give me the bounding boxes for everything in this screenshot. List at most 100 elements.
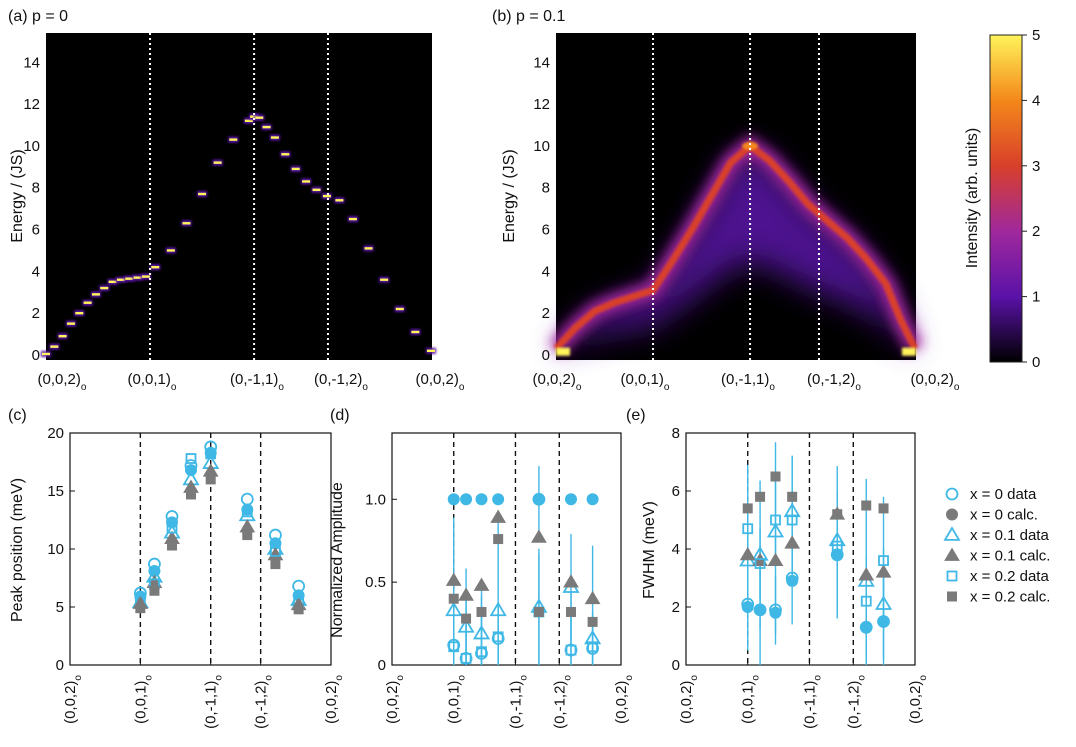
- data-point-circle: [741, 601, 754, 613]
- data-point-circle: [475, 493, 488, 506]
- data-point-circle: [166, 516, 179, 529]
- data-point-square: [832, 509, 843, 520]
- y-tick-label: 8: [542, 180, 550, 197]
- path-label: (0,0,2)o: [416, 371, 465, 393]
- x-tick-label: (0,0,2)o: [323, 675, 345, 724]
- data-point-square: [533, 606, 544, 617]
- data-point-triangle: [457, 618, 475, 633]
- panel-e-label: (e): [626, 407, 646, 424]
- y-tick-label: 4: [672, 541, 680, 558]
- data-point-square: [878, 503, 889, 514]
- dispersion-segment: [380, 278, 389, 281]
- dispersion-segment: [411, 330, 420, 334]
- data-point-circle: [532, 493, 545, 506]
- y-tick-label: 0: [378, 657, 386, 674]
- data-point-triangle: [445, 601, 463, 617]
- data-point-triangle: [472, 624, 491, 640]
- data-point-triangle: [766, 522, 785, 538]
- y-tick-label: 5: [56, 599, 64, 616]
- data-point-triangle: [489, 601, 507, 617]
- panel-e-y-label: FWHM (meV): [641, 501, 658, 599]
- data-point-square: [755, 491, 766, 502]
- x-tick-label: (0,0,2)o: [613, 675, 635, 724]
- panel-b-y-axis: 0 2 4 6 8 10 12 14: [533, 54, 550, 364]
- data-point-square: [242, 530, 253, 541]
- y-tick-label: 12: [23, 96, 40, 113]
- colorbar-tick-label: 5: [1032, 27, 1040, 44]
- dispersion-segment: [83, 301, 92, 304]
- legend-entry-label: x = 0.1 calc.: [970, 548, 1050, 565]
- data-point-circle: [459, 651, 473, 665]
- data-point-triangle: [784, 535, 801, 549]
- panel-a-y-axis: 0 2 4 6 8 10 12 14: [23, 54, 40, 364]
- data-point-square: [946, 570, 958, 582]
- data-point-square: [270, 559, 281, 570]
- data-point-square: [742, 523, 754, 535]
- y-tick-label: 10: [47, 541, 64, 558]
- colorbar-tick-label: 1: [1032, 289, 1040, 306]
- data-point-circle: [492, 493, 505, 506]
- data-point-square: [476, 646, 487, 658]
- y-tick-label: 0.5: [365, 574, 386, 591]
- data-point-circle: [565, 493, 578, 506]
- colorbar: 0 1 2 3 4 5 Intensity (arb. units): [964, 27, 1040, 371]
- path-label: (0,0,2)o: [533, 371, 582, 393]
- x-tick-label: (0,-1,1)o: [801, 675, 823, 729]
- y-tick-label: 0: [672, 657, 680, 674]
- data-point-square: [861, 500, 872, 511]
- dispersion-segment: [281, 153, 290, 156]
- y-tick-label: 14: [23, 54, 40, 71]
- dispersion-segment: [116, 278, 125, 281]
- panel-b-y-label: Energy / (JS): [501, 149, 518, 242]
- data-point-circle: [460, 493, 473, 506]
- data-point-circle: [877, 615, 890, 628]
- data-point-circle: [754, 603, 767, 616]
- data-point-square: [565, 644, 577, 656]
- x-tick-label: (0,0,1)o: [132, 675, 154, 724]
- y-tick-label: 6: [672, 483, 680, 500]
- y-tick-label: 6: [32, 222, 40, 239]
- data-point-square: [241, 506, 253, 518]
- dispersion-segment: [50, 345, 59, 348]
- x-tick-label: (0,-1,2)o: [845, 675, 867, 729]
- elastic-peak-left: [556, 347, 570, 356]
- data-point-square: [461, 613, 472, 624]
- data-point-square: [878, 555, 889, 566]
- y-tick-label: 14: [533, 54, 550, 71]
- panel-d-y-label: Normalized Amplitude: [329, 482, 346, 638]
- legend: x = 0 data x = 0 calc. x = 0.1 data x = 0.1…: [943, 486, 1050, 606]
- data-point-triangle: [445, 572, 462, 586]
- plot-frame: [69, 432, 332, 666]
- data-point-square: [947, 591, 957, 602]
- dispersion-segment: [58, 334, 67, 338]
- dispersion-segment: [166, 249, 175, 252]
- panel-a-dispersion: [41, 113, 436, 357]
- y-tick-label: 2: [32, 305, 40, 322]
- data-point-square: [770, 514, 781, 526]
- y-tick-label: 4: [32, 263, 40, 280]
- dispersion-segment: [322, 194, 331, 198]
- legend-entry-label: x = 0 calc.: [970, 507, 1038, 524]
- dispersion-segment: [198, 192, 207, 196]
- y-tick-label: 8: [672, 425, 680, 442]
- colorbar-tick-label: 3: [1032, 158, 1040, 175]
- plot-frame: [685, 432, 916, 666]
- panel-a-y-label: Energy / (JS): [9, 149, 26, 242]
- colorbar-tick-label: 2: [1032, 223, 1040, 240]
- data-point-circle: [945, 487, 959, 501]
- data-point-square: [167, 540, 178, 551]
- y-tick-label: 15: [47, 483, 64, 500]
- path-label: (0,0,1)o: [128, 371, 177, 393]
- y-tick-label: 4: [542, 263, 550, 280]
- panel-e-plot: 0 2 4 6 8 (0,0,2)o (0,0,1)o (0,-1,1)o (0,-1,2)o (…: [672, 425, 929, 729]
- dispersion-segment: [100, 286, 109, 290]
- panel-c-y-label: Peak position (meV): [9, 478, 26, 622]
- data-point-square: [831, 540, 843, 552]
- data-point-triangle: [874, 595, 893, 610]
- panel-d-label: (d): [330, 407, 350, 424]
- data-point-square: [786, 514, 798, 526]
- y-tick-label: 1.0: [365, 491, 386, 508]
- x-tick-label: (0,0,1)o: [446, 675, 468, 724]
- data-point-triangle: [858, 567, 875, 581]
